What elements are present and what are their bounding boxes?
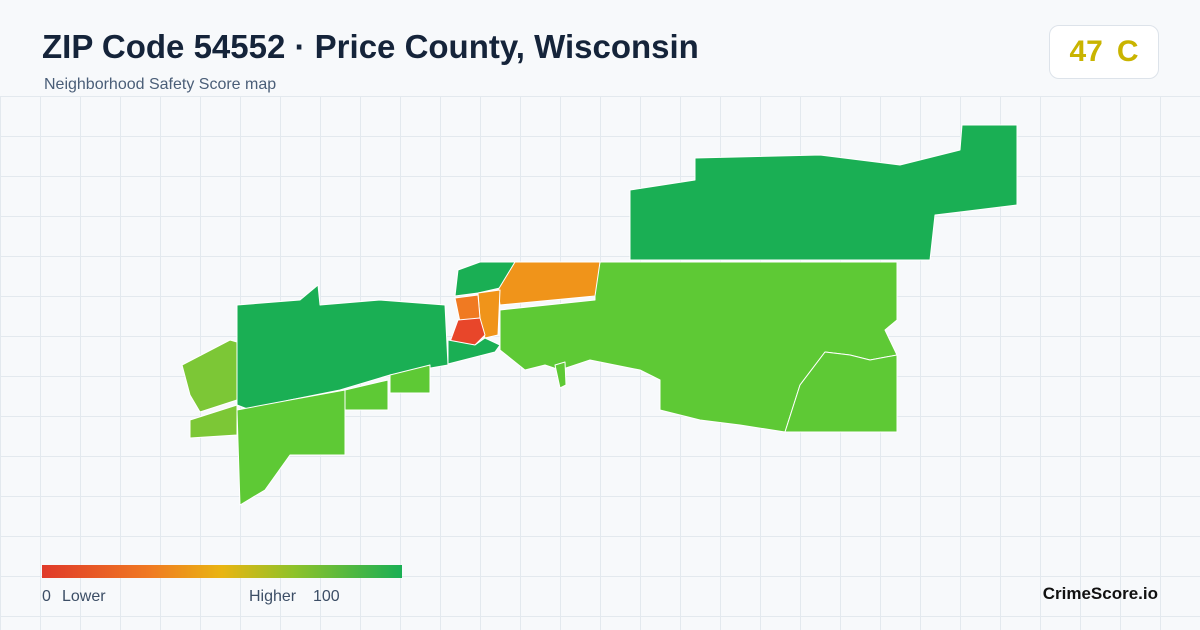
region (497, 261, 601, 306)
region (181, 339, 238, 413)
score-grade: C (1116, 35, 1139, 68)
legend-min: 0 (42, 588, 51, 605)
legend-min-label: Lower (62, 588, 106, 605)
region (389, 364, 431, 394)
region (236, 389, 346, 506)
region (189, 404, 238, 439)
region (784, 351, 898, 433)
region (499, 261, 898, 433)
score-badge: 47 C (1049, 25, 1159, 79)
legend-max: 100 (313, 588, 340, 605)
region (449, 317, 486, 346)
legend-max-label: Higher (249, 588, 297, 605)
brand: CrimeScore.io (1042, 584, 1158, 603)
region (447, 337, 501, 365)
region (629, 124, 1018, 261)
region (344, 379, 389, 411)
legend-gradient (42, 565, 402, 578)
subtitle: Neighborhood Safety Score map (44, 76, 277, 93)
score-value: 47 (1069, 35, 1103, 68)
title: ZIP Code 54552 · Price County, Wisconsin (42, 28, 699, 65)
region (554, 361, 567, 389)
